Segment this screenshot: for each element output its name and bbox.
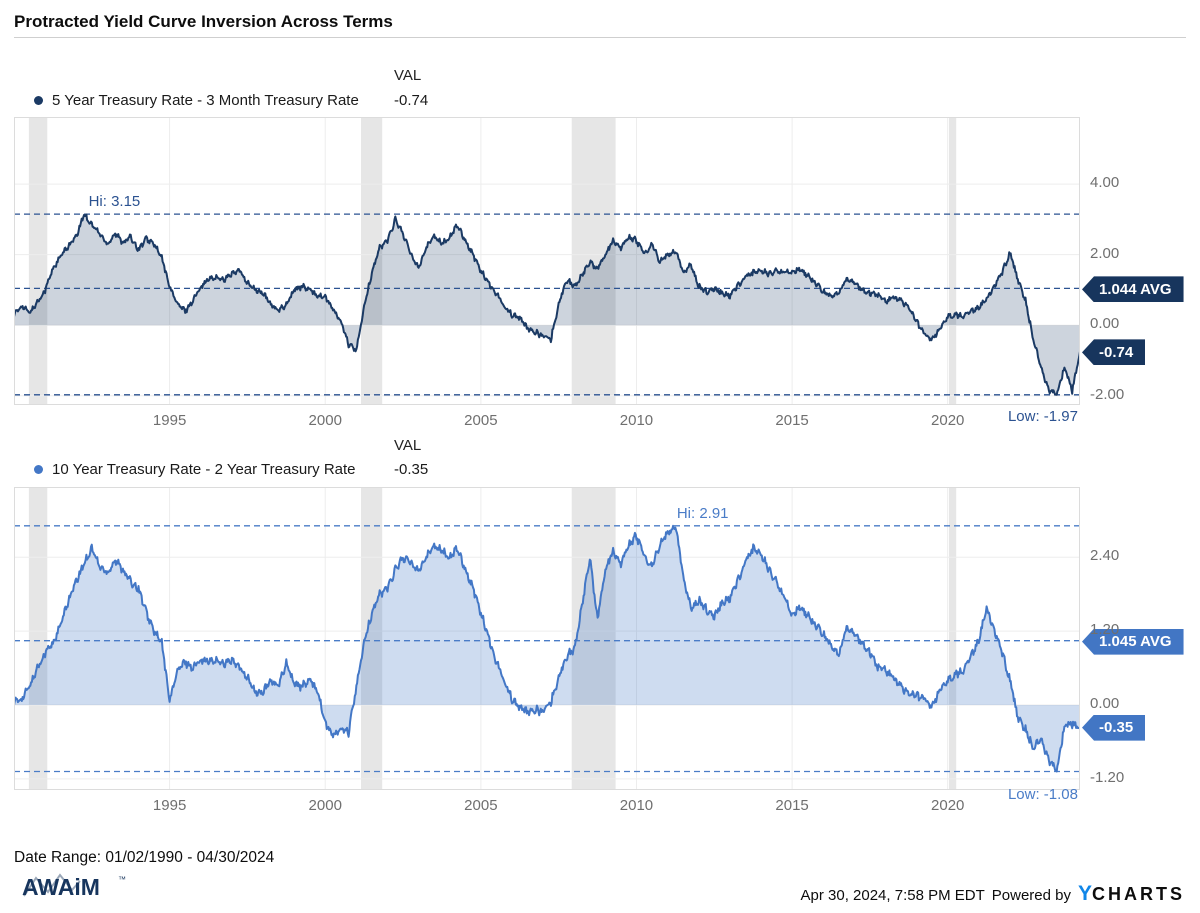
title-divider bbox=[14, 37, 1186, 38]
y-axis-tick-label: 1.20 bbox=[1090, 621, 1120, 639]
recession-band bbox=[28, 487, 48, 790]
date-range: Date Range: 01/02/1990 - 04/30/2024 bbox=[14, 849, 275, 866]
footer-attribution: Apr 30, 2024, 7:58 PM EDT Powered by YCH… bbox=[801, 882, 1186, 906]
x-axis-tick-label: 1995 bbox=[152, 797, 187, 814]
series-line bbox=[14, 213, 1080, 396]
val-column-header: VAL bbox=[394, 437, 422, 454]
x-axis-tick-label: 2020 bbox=[931, 797, 965, 814]
plot-border bbox=[14, 117, 1080, 405]
series-current-value: -0.35 bbox=[394, 461, 429, 478]
ycharts-logo: YCHARTS bbox=[1078, 882, 1185, 906]
plot-border bbox=[14, 487, 1080, 790]
series-line bbox=[14, 524, 1080, 773]
average-badge: 1.044 AVG bbox=[1082, 276, 1184, 303]
recession-band bbox=[361, 117, 383, 405]
x-axis-tick-label: 2015 bbox=[775, 797, 809, 814]
awaim-logo-graphic: AWAiM ™ bbox=[22, 873, 126, 900]
awaim-logo: AWAiM ™ bbox=[22, 872, 132, 907]
recession-band bbox=[949, 487, 957, 790]
chart-canvas bbox=[14, 117, 1080, 405]
x-axis-tick-label: 2005 bbox=[464, 412, 498, 429]
x-axis-tick-label: 2020 bbox=[931, 412, 965, 429]
recession-band bbox=[28, 117, 48, 405]
average-badge: 1.045 AVG bbox=[1082, 628, 1184, 655]
recession-band bbox=[949, 117, 957, 405]
x-axis-tick-label: 2010 bbox=[619, 797, 654, 814]
timestamp: Apr 30, 2024, 7:58 PM EDT bbox=[800, 887, 985, 904]
page-title: Protracted Yield Curve Inversion Across … bbox=[14, 12, 393, 31]
y-axis-tick-label: 0.00 bbox=[1090, 315, 1120, 333]
area-fill bbox=[14, 525, 1080, 772]
x-axis-tick-label: 2000 bbox=[308, 412, 342, 429]
series-current-value: -0.74 bbox=[394, 92, 429, 109]
x-axis-tick-label: 2015 bbox=[775, 412, 809, 429]
y-axis-tick-label: 2.00 bbox=[1090, 244, 1120, 262]
series-legend-dot bbox=[34, 96, 43, 105]
recession-band bbox=[571, 117, 616, 405]
trademark-symbol: ™ bbox=[118, 875, 126, 884]
series-legend-label: 5 Year Treasury Rate - 3 Month Treasury … bbox=[52, 92, 359, 109]
logo-zigzag-line bbox=[23, 873, 81, 897]
y-axis-tick-label: -2.00 bbox=[1090, 385, 1125, 403]
hi-annotation: Hi: 2.91 bbox=[676, 504, 729, 522]
y-axis-tick-label: 0.00 bbox=[1090, 695, 1120, 712]
hi-annotation: Hi: 3.15 bbox=[88, 193, 141, 211]
powered-by-label: Powered by bbox=[991, 887, 1071, 904]
current-value-badge: -0.35 bbox=[1082, 714, 1146, 741]
x-axis-tick-label: 2000 bbox=[308, 797, 342, 814]
x-axis-tick-label: 2010 bbox=[619, 412, 654, 429]
x-axis-tick-label: 2005 bbox=[464, 797, 498, 814]
recession-band bbox=[361, 487, 383, 790]
series-legend-label: 10 Year Treasury Rate - 2 Year Treasury … bbox=[52, 461, 356, 478]
awaim-wordmark: AWAiM bbox=[22, 874, 100, 900]
x-axis-tick-label: 1995 bbox=[152, 412, 187, 429]
area-fill bbox=[14, 214, 1080, 395]
recession-band bbox=[571, 487, 616, 790]
low-annotation: Low: -1.08 bbox=[1007, 786, 1078, 803]
chart-canvas bbox=[14, 487, 1080, 790]
y-axis-tick-label: 2.40 bbox=[1090, 547, 1120, 565]
ycharts-logo-y: Y bbox=[1077, 882, 1092, 905]
series-legend-dot bbox=[34, 465, 43, 474]
y-axis-tick-label: -1.20 bbox=[1090, 768, 1125, 786]
val-column-header: VAL bbox=[394, 67, 422, 84]
current-value-badge: -0.74 bbox=[1082, 339, 1146, 366]
ycharts-logo-charts: CHARTS bbox=[1092, 884, 1185, 904]
y-axis-tick-label: 4.00 bbox=[1090, 174, 1120, 192]
low-annotation: Low: -1.97 bbox=[1007, 408, 1078, 425]
